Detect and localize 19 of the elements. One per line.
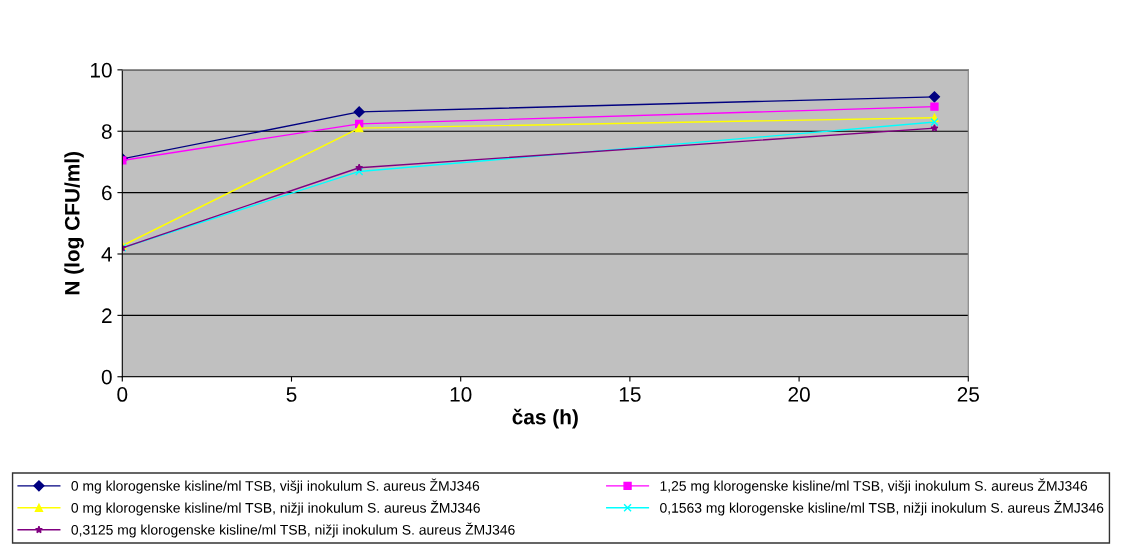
y-tick-label: 6 [102,185,112,201]
legend-label: 0,3125 mg klorogenske kisline/ml TSB, nižji inokulum S. aureus ŽMJ346 [71,522,515,538]
x-tick-label: 20 [788,387,810,402]
legend-label: 0 mg klorogenske kisline/ml TSB, nižji inokulum S. aureus ŽMJ346 [71,500,480,516]
y-tick-label: 2 [102,308,112,323]
x-tick-label: 15 [619,387,641,402]
y-axis-title: N (log CFU/ml) [64,152,84,295]
x-axis-title: čas (h) [512,408,578,429]
legend-label: 1,25 mg klorogenske kisline/ml TSB, višji inokulum S. aureus ŽMJ346 [660,478,1088,494]
x-tick-label: 5 [286,387,297,402]
y-tick-label: 4 [101,247,112,262]
y-tick-label: 10 [90,62,112,78]
legend-label: 0 mg klorogenske kisline/ml TSB, višji inokulum S. aureus ŽMJ346 [71,478,480,494]
y-tick-label: 0 [101,369,112,385]
legend-label: 0,1563 mg klorogenske kisline/ml TSB, nižji inokulum S. aureus ŽMJ346 [660,500,1104,516]
y-tick-label: 8 [101,124,112,139]
x-tick-label: 0 [117,387,128,402]
x-tick-label: 10 [450,387,472,402]
x-tick-label: 25 [957,387,979,402]
